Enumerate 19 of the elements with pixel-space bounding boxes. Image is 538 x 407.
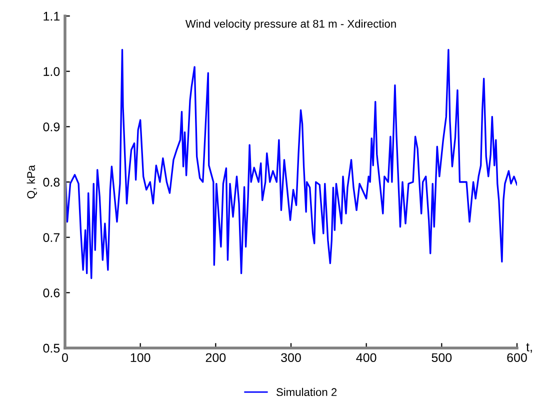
y-tick-label: 0.5 — [43, 344, 60, 353]
y-tick-label: 0.9 — [43, 122, 60, 132]
chart-title: Wind velocity pressure at 81 m - Xdirection — [185, 20, 396, 30]
y-tick-label: 1.1 — [44, 12, 60, 21]
y-axis-title: Q, kPa — [26, 165, 37, 198]
x-tick-label: 200 — [206, 353, 226, 362]
legend-label: Simulation 2 — [276, 388, 337, 396]
y-tick-label: 0.7 — [43, 233, 60, 242]
y-tick-label: 0.6 — [43, 288, 60, 298]
x-tick-label: 400 — [356, 353, 376, 362]
y-tick-label: 0.8 — [43, 178, 60, 187]
line-series — [65, 48, 517, 280]
x-tick-label: 0 — [62, 353, 68, 362]
x-tick-label: 500 — [432, 353, 452, 362]
x-tick-label: 600 — [507, 353, 527, 362]
x-tick-label: 300 — [281, 353, 301, 362]
x-axis-title: t, — [526, 343, 532, 353]
y-tick-label: 1.0 — [44, 67, 60, 76]
x-tick-label: 100 — [130, 353, 150, 362]
